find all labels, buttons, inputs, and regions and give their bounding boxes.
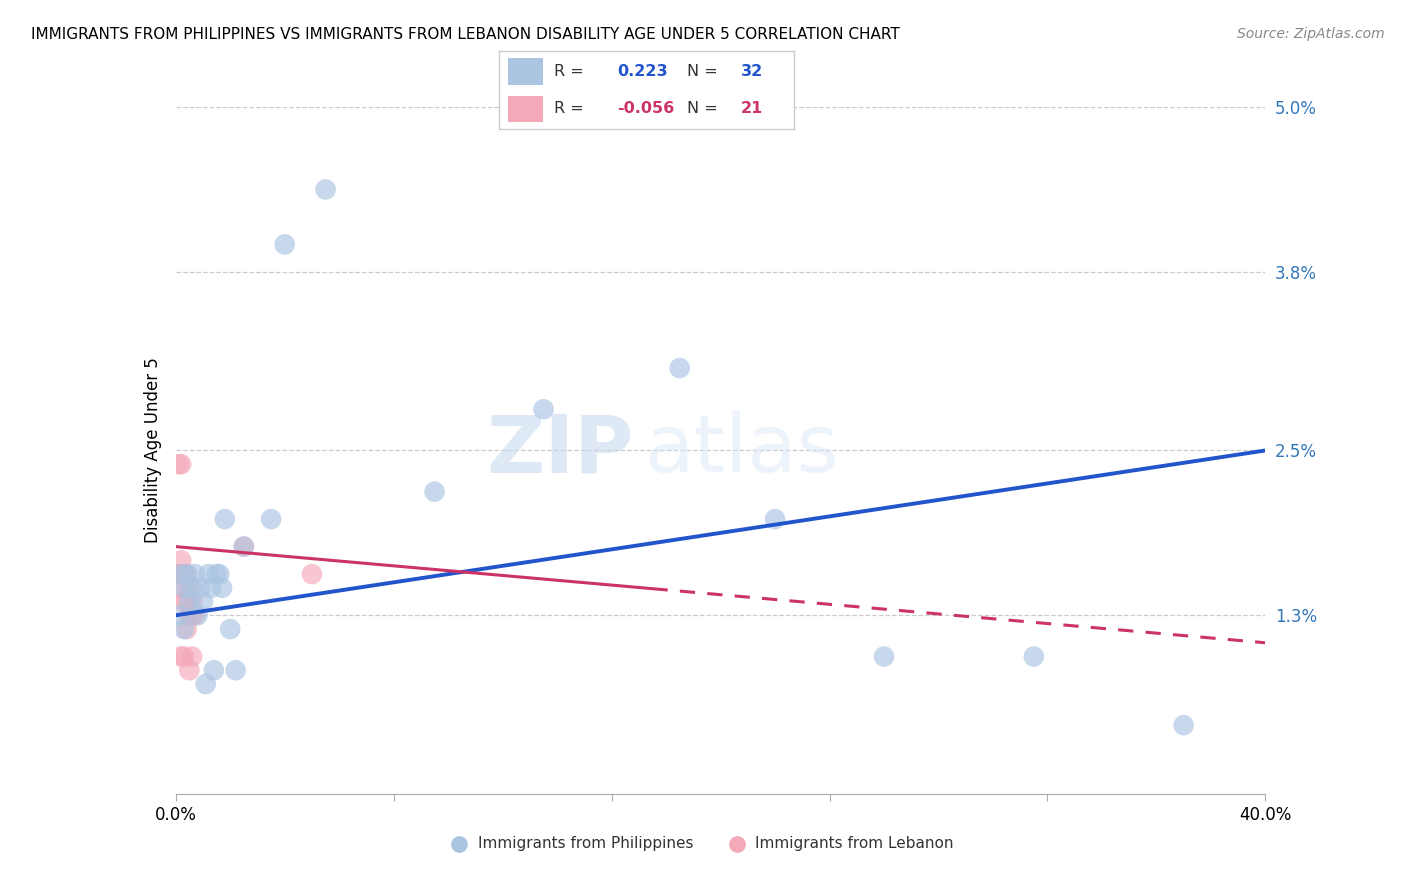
Point xyxy=(170,567,193,582)
Text: Immigrants from Lebanon: Immigrants from Lebanon xyxy=(755,837,953,851)
Point xyxy=(194,677,217,691)
Point xyxy=(173,594,195,608)
Point xyxy=(232,540,254,554)
Bar xyxy=(508,58,543,85)
Point xyxy=(170,553,193,567)
Text: 0.223: 0.223 xyxy=(617,63,668,78)
Point xyxy=(170,649,193,664)
Text: Immigrants from Philippines: Immigrants from Philippines xyxy=(478,837,693,851)
Point xyxy=(1173,718,1195,732)
Point xyxy=(423,484,446,499)
Point xyxy=(184,567,207,582)
Point xyxy=(176,567,198,582)
Text: 21: 21 xyxy=(741,101,763,116)
Text: atlas: atlas xyxy=(644,411,838,490)
Point xyxy=(179,608,201,623)
Text: IMMIGRANTS FROM PHILIPPINES VS IMMIGRANTS FROM LEBANON DISABILITY AGE UNDER 5 CO: IMMIGRANTS FROM PHILIPPINES VS IMMIGRANT… xyxy=(31,27,900,42)
Point xyxy=(186,608,209,623)
Point xyxy=(533,402,555,417)
Point xyxy=(181,608,204,623)
Text: -0.056: -0.056 xyxy=(617,101,675,116)
Point xyxy=(167,457,190,471)
Text: ZIP: ZIP xyxy=(486,411,633,490)
Y-axis label: Disability Age Under 5: Disability Age Under 5 xyxy=(143,358,162,543)
Point xyxy=(211,581,233,595)
Point xyxy=(200,581,222,595)
Point xyxy=(176,567,198,582)
Text: Source: ZipAtlas.com: Source: ZipAtlas.com xyxy=(1237,27,1385,41)
Point xyxy=(173,581,195,595)
Point xyxy=(170,457,193,471)
Text: R =: R = xyxy=(554,63,583,78)
Point xyxy=(188,581,211,595)
Point xyxy=(167,608,190,623)
Point xyxy=(176,622,198,636)
Point xyxy=(1022,649,1045,664)
Point xyxy=(873,649,896,664)
Point xyxy=(173,649,195,664)
Point xyxy=(167,581,190,595)
Text: R =: R = xyxy=(554,101,583,116)
Point xyxy=(225,663,247,677)
Point xyxy=(301,567,323,582)
Text: 32: 32 xyxy=(741,63,763,78)
Point xyxy=(167,567,190,582)
Point xyxy=(214,512,236,526)
Point xyxy=(668,361,690,376)
Point xyxy=(181,649,204,664)
Point xyxy=(179,581,201,595)
Point xyxy=(173,622,195,636)
Point xyxy=(181,581,204,595)
Point xyxy=(197,567,219,582)
Point xyxy=(205,567,228,582)
Point xyxy=(274,237,297,252)
Bar xyxy=(508,95,543,122)
Point xyxy=(219,622,242,636)
Point xyxy=(176,594,198,608)
Point xyxy=(232,540,254,554)
Point xyxy=(179,663,201,677)
Point xyxy=(179,594,201,608)
Point xyxy=(763,512,786,526)
Text: N =: N = xyxy=(686,63,717,78)
Point xyxy=(260,512,283,526)
Point xyxy=(173,567,195,582)
Point xyxy=(202,663,225,677)
Text: N =: N = xyxy=(686,101,717,116)
Point xyxy=(208,567,231,582)
Point xyxy=(181,594,204,608)
Point xyxy=(315,182,337,196)
Point xyxy=(184,608,207,623)
Point xyxy=(191,594,214,608)
